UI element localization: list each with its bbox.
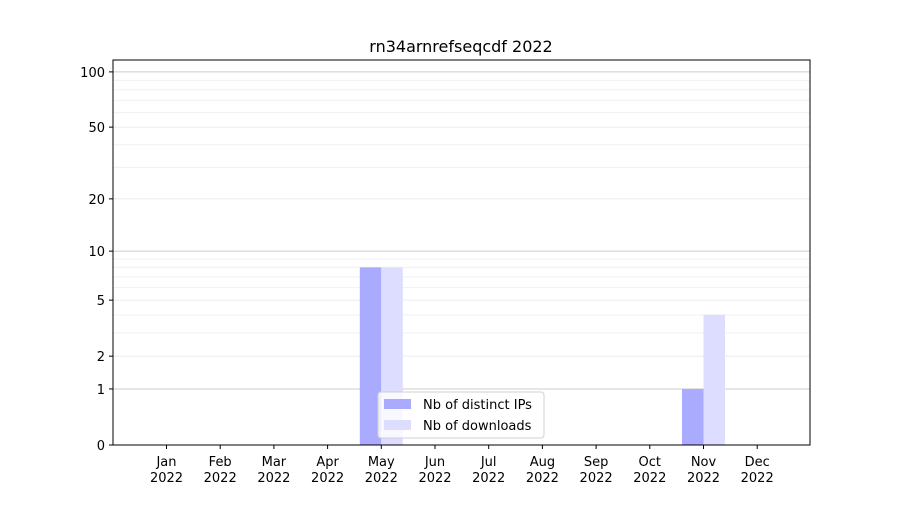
legend-swatch	[384, 399, 411, 409]
y-tick-label: 20	[88, 193, 105, 208]
x-tick-label: Oct 2022	[633, 455, 666, 486]
legend-label: Nb of distinct IPs	[423, 398, 532, 413]
y-tick-label: 5	[97, 294, 105, 309]
y-tick-label: 1	[97, 383, 105, 398]
x-tick-label: Nov 2022	[687, 455, 720, 486]
axes-frame	[112, 59, 811, 446]
y-tick-label: 10	[88, 245, 105, 260]
legend-swatch	[384, 420, 411, 430]
x-tick-label: Sep 2022	[580, 455, 613, 486]
x-tick-label: Jun 2022	[418, 455, 451, 486]
y-tick-label: 100	[80, 66, 105, 81]
x-tick-label: Dec 2022	[741, 455, 774, 486]
bar-nb-of-downloads	[703, 314, 725, 445]
y-tick-label: 50	[88, 121, 105, 136]
x-tick-label: Apr 2022	[311, 455, 344, 486]
bar-nb-of-distinct-ips	[359, 267, 382, 445]
chart-title: rn34arnrefseqcdf 2022	[369, 37, 552, 56]
x-tick-label: Jan 2022	[150, 455, 183, 486]
legend: Nb of distinct IPs Nb of downloads	[377, 391, 545, 439]
x-tick-label: Mar 2022	[257, 455, 290, 486]
x-tick-label: Feb 2022	[204, 455, 237, 486]
legend-box	[377, 391, 545, 439]
x-tick-label: Aug 2022	[526, 455, 559, 486]
y-tick-label: 0	[97, 439, 105, 454]
legend-label: Nb of downloads	[423, 419, 532, 434]
x-tick-label: Jul 2022	[472, 455, 505, 486]
y-tick-label: 2	[97, 350, 105, 365]
bar-nb-of-distinct-ips	[682, 388, 704, 445]
x-tick-label: May 2022	[365, 455, 398, 486]
